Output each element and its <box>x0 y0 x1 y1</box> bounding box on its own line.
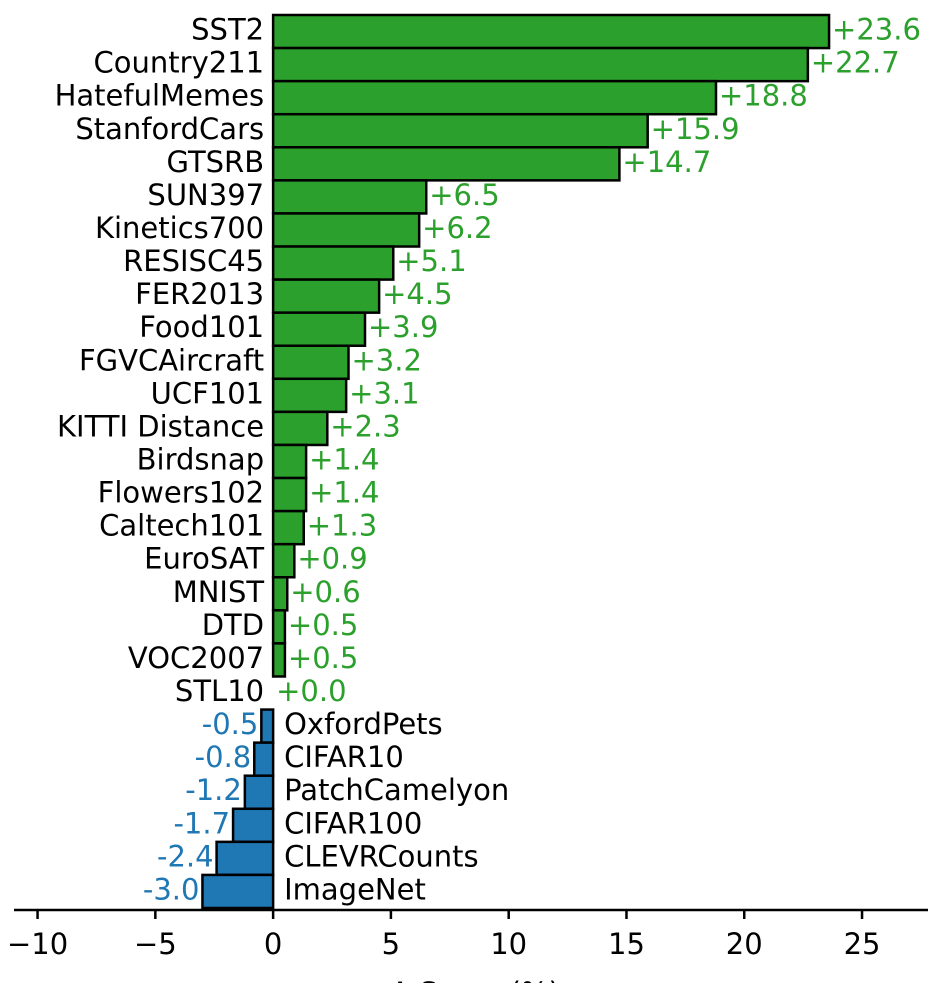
bar <box>271 112 649 149</box>
bar <box>253 741 275 777</box>
value-label: +2.3 <box>330 409 400 443</box>
bar <box>271 542 296 579</box>
value-label: -1.2 <box>185 773 242 807</box>
bar <box>271 609 287 645</box>
category-label: EuroSAT <box>144 542 264 576</box>
bar <box>271 79 718 116</box>
value-label: +6.2 <box>422 211 492 245</box>
category-label: SST2 <box>191 13 264 47</box>
category-label: HatefulMemes <box>55 79 265 113</box>
value-label: +22.7 <box>811 46 900 80</box>
value-label: +0.5 <box>288 641 358 675</box>
category-label: FGVCAircraft <box>79 343 264 377</box>
category-label: FER2013 <box>135 277 264 311</box>
category-label: GTSRB <box>167 145 265 179</box>
category-label: Kinetics700 <box>95 211 264 245</box>
value-label: +3.1 <box>349 376 419 410</box>
value-label: +1.4 <box>309 443 379 477</box>
category-label: Caltech101 <box>99 509 264 543</box>
x-tick-label: 0 <box>264 927 282 961</box>
value-label: +0.5 <box>288 608 358 642</box>
bar <box>271 642 287 678</box>
bar <box>260 708 275 744</box>
category-label: PatchCamelyon <box>284 773 509 807</box>
category-label: OxfordPets <box>284 707 443 741</box>
bar <box>271 509 305 546</box>
x-tick-label: 5 <box>382 927 400 961</box>
category-label: RESISC45 <box>123 244 264 278</box>
x-tick-label: 25 <box>844 927 881 961</box>
x-tick-label: −10 <box>7 927 68 961</box>
bar <box>271 278 381 314</box>
x-axis-label: Δ Score (%) <box>390 976 560 983</box>
category-label: KITTI Distance <box>57 409 264 443</box>
category-label: Birdsnap <box>137 443 264 477</box>
bar <box>271 46 810 83</box>
bar <box>271 443 308 480</box>
bar <box>271 476 308 513</box>
category-label: UCF101 <box>151 376 265 410</box>
value-label: +6.5 <box>429 178 499 212</box>
value-label: +3.9 <box>368 310 438 344</box>
value-label: +0.6 <box>290 575 360 609</box>
value-label: +14.7 <box>622 145 711 179</box>
x-tick-label: −5 <box>134 927 177 961</box>
value-label: +5.1 <box>396 244 466 278</box>
bar <box>271 146 621 182</box>
value-label: +23.6 <box>832 13 921 47</box>
category-label: CIFAR10 <box>284 740 404 774</box>
value-label: +4.5 <box>382 277 452 311</box>
category-label: StanfordCars <box>75 112 264 146</box>
value-label: +0.0 <box>276 674 346 708</box>
value-label: -0.8 <box>195 740 252 774</box>
category-label: CLEVRCounts <box>284 839 479 873</box>
bar <box>271 179 428 215</box>
bar <box>271 212 421 248</box>
value-label: +0.9 <box>297 542 367 576</box>
category-label: DTD <box>202 608 264 642</box>
value-label: +1.4 <box>309 476 379 510</box>
category-label: Country211 <box>94 46 265 80</box>
bar <box>215 840 275 877</box>
bar <box>271 576 289 612</box>
category-label: VOC2007 <box>128 641 264 675</box>
x-tick-label: 10 <box>490 927 527 961</box>
category-label: Flowers102 <box>98 476 264 510</box>
value-label: +1.3 <box>307 509 377 543</box>
bar <box>243 774 275 811</box>
x-tick-label: 15 <box>608 927 645 961</box>
bar <box>271 13 831 50</box>
bar <box>271 245 395 281</box>
bar <box>271 344 350 381</box>
category-label: CIFAR100 <box>284 806 422 840</box>
value-label: +18.8 <box>719 79 808 113</box>
bar <box>271 410 329 447</box>
value-label: -3.0 <box>143 872 200 906</box>
bar <box>271 377 348 414</box>
value-label: +15.9 <box>651 112 740 146</box>
bar <box>271 311 367 347</box>
category-label: MNIST <box>173 575 265 609</box>
value-label: -2.4 <box>157 839 214 873</box>
value-label: +3.2 <box>352 343 422 377</box>
bar <box>201 873 275 910</box>
value-label: -0.5 <box>202 707 259 741</box>
category-label: STL10 <box>175 674 264 708</box>
category-label: SUN397 <box>147 178 264 212</box>
category-label: Food101 <box>139 310 264 344</box>
value-label: -1.7 <box>173 806 230 840</box>
x-tick-label: 20 <box>726 927 763 961</box>
bar <box>231 807 275 844</box>
category-label: ImageNet <box>284 872 426 906</box>
